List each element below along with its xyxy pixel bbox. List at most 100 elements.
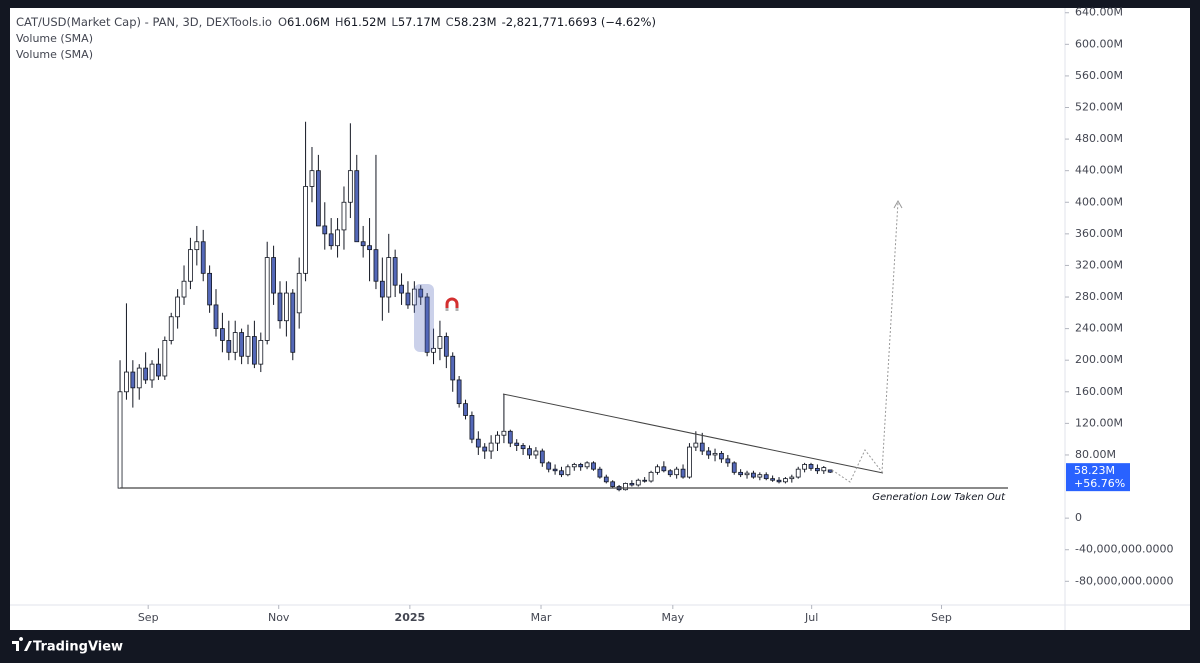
- candle-body: [175, 296, 181, 318]
- candle-body: [642, 479, 648, 482]
- price-tag-label: 58.23M: [1074, 464, 1115, 477]
- x-tick-label: Sep: [138, 611, 159, 624]
- candle-body: [751, 472, 756, 478]
- candle-body: [495, 434, 500, 444]
- candle-body: [194, 241, 200, 251]
- candle-body: [469, 415, 475, 440]
- x-tick-label: Jul: [804, 611, 818, 624]
- brand-name: TradingView: [33, 640, 123, 655]
- x-tick-label: Mar: [531, 611, 552, 624]
- candle-body: [808, 464, 814, 469]
- candle-body: [143, 367, 149, 381]
- candle-body: [392, 257, 398, 286]
- candle-body: [539, 450, 545, 464]
- y-tick-label: 360.00M: [1075, 227, 1123, 240]
- candle-body: [156, 363, 161, 377]
- c: 58.23M: [454, 15, 497, 29]
- candle-body: [706, 450, 712, 456]
- candle-body: [200, 241, 206, 274]
- candle-body: [443, 336, 449, 357]
- candle-body: [738, 471, 744, 476]
- y-tick-label: 80.00M: [1075, 448, 1116, 461]
- candle-body: [309, 170, 315, 187]
- candle-body: [488, 442, 494, 452]
- candle-body: [565, 466, 571, 476]
- header: CAT/USD(Market Cap) - PAN, 3D, DEXTools.…: [16, 15, 656, 29]
- candle-body: [399, 284, 404, 294]
- candle-body: [431, 347, 436, 353]
- candle-body: [220, 328, 225, 341]
- candle-body: [162, 340, 168, 377]
- candle-body: [827, 469, 833, 473]
- candle-body: [552, 468, 558, 472]
- price-tag: [1066, 463, 1130, 492]
- candle-body: [290, 292, 296, 353]
- x-tick-label: Sep: [931, 611, 952, 624]
- candle-body: [802, 464, 807, 470]
- candle-body: [584, 462, 590, 468]
- candle-body: [213, 304, 219, 330]
- candle-body: [360, 241, 366, 247]
- candle-body: [149, 363, 155, 381]
- y-tick-label: 480.00M: [1075, 132, 1123, 145]
- y-tick-label: 520.00M: [1075, 101, 1123, 114]
- candle-body: [712, 452, 718, 456]
- candle-body: [136, 367, 142, 389]
- y-tick-label: 120.00M: [1075, 416, 1123, 429]
- candle-body: [373, 249, 379, 282]
- candle-body: [335, 229, 340, 247]
- candle-body: [571, 464, 577, 468]
- candle-body: [655, 466, 660, 473]
- candle-body: [667, 470, 673, 476]
- candle-body: [603, 476, 609, 483]
- candle-body: [661, 466, 667, 472]
- candle-body: [725, 458, 731, 464]
- candle-body: [629, 482, 635, 486]
- projection-arrow: [893, 199, 903, 209]
- y-tick-label: 0: [1075, 511, 1082, 524]
- change: -2,821,771.6693 (−4.62%): [502, 15, 656, 29]
- candle-body: [591, 462, 596, 470]
- candle-body: [578, 464, 584, 468]
- candle-body: [232, 332, 238, 353]
- candle-body: [699, 442, 705, 452]
- y-tick-label: 200.00M: [1075, 353, 1123, 366]
- source: - PAN, 3D, DEXTools.io: [141, 15, 272, 29]
- candle-body: [795, 468, 801, 478]
- candle-body: [475, 438, 481, 448]
- candle-body: [207, 272, 212, 306]
- candle-body: [693, 442, 699, 448]
- o: 61.06M: [287, 15, 330, 29]
- candle-body: [783, 478, 788, 483]
- indicator: Volume (SMA): [16, 32, 93, 45]
- projection: [831, 201, 899, 483]
- symbol: CAT/USD(Market Cap): [16, 15, 141, 29]
- candle-body: [757, 474, 763, 478]
- x-tick-label: May: [661, 611, 684, 624]
- candle-body: [258, 340, 264, 365]
- candle-body: [315, 170, 321, 227]
- candle-body: [610, 481, 616, 487]
- candle-body: [789, 476, 795, 480]
- l-label: L: [391, 15, 398, 29]
- candle-body: [386, 257, 392, 298]
- y-tick-label: 240.00M: [1075, 322, 1123, 335]
- candle-body: [648, 471, 654, 482]
- candle-body: [450, 355, 456, 381]
- chart-area: [10, 8, 1190, 630]
- o-label: O: [278, 15, 287, 29]
- h: 61.52M: [344, 15, 387, 29]
- candle-body: [303, 186, 308, 274]
- candle-body: [456, 379, 462, 405]
- x-tick-label: 2025: [395, 611, 426, 624]
- candle-body: [719, 452, 724, 460]
- h-label: H: [335, 15, 344, 29]
- magnet-icon: [445, 297, 459, 311]
- y-tick-label: 400.00M: [1075, 195, 1123, 208]
- candle-body: [341, 201, 347, 231]
- candle-body: [245, 336, 251, 357]
- x-tick-label: Nov: [268, 611, 290, 624]
- trend-line: [502, 393, 884, 474]
